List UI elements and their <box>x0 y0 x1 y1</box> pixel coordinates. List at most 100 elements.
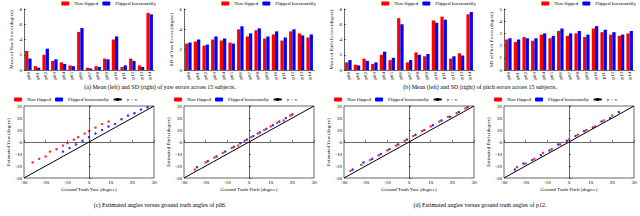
svg-text:Non flipped: Non flipped <box>234 1 259 6</box>
svg-text:20: 20 <box>130 180 136 185</box>
svg-text:30: 30 <box>337 104 343 109</box>
svg-text:4: 4 <box>500 19 503 24</box>
svg-text:-10: -10 <box>64 180 71 185</box>
svg-text:p06: p06 <box>558 72 563 80</box>
svg-text:8: 8 <box>20 7 23 12</box>
svg-text:20: 20 <box>177 116 183 121</box>
svg-text:Non flipped: Non flipped <box>394 1 419 6</box>
svg-text:30: 30 <box>497 104 503 109</box>
svg-text:30: 30 <box>312 180 318 185</box>
svg-text:p10: p10 <box>593 72 598 80</box>
svg-text:Flipped horizontally: Flipped horizontally <box>435 1 476 6</box>
svg-text:-10: -10 <box>224 180 231 185</box>
svg-text:SD of Yaw Errors (degree): SD of Yaw Errors (degree) <box>169 12 174 66</box>
svg-text:Mean of Pitch Errors (degree): Mean of Pitch Errors (degree) <box>329 9 334 69</box>
svg-text:-20: -20 <box>42 180 49 185</box>
svg-text:Ground Truth Yaw (degree): Ground Truth Yaw (degree) <box>381 187 437 192</box>
svg-text:Estimated Pitch (degree): Estimated Pitch (degree) <box>166 117 171 167</box>
svg-text:8: 8 <box>340 7 343 12</box>
svg-text:p14: p14 <box>467 72 472 80</box>
svg-text:p02: p02 <box>523 72 528 80</box>
svg-text:Ground Truth Yaw (degree): Ground Truth Yaw (degree) <box>61 187 117 192</box>
svg-text:0: 0 <box>340 140 343 145</box>
svg-text:p07: p07 <box>407 72 412 80</box>
svg-text:p01: p01 <box>195 72 200 80</box>
svg-text:-20: -20 <box>15 164 22 169</box>
svg-text:-10: -10 <box>544 180 551 185</box>
svg-text:Flipped horizontally: Flipped horizontally <box>275 1 316 6</box>
svg-text:(d) Estimated angles versus gr: (d) Estimated angles versus ground truth… <box>414 202 547 209</box>
svg-text:p05: p05 <box>389 72 394 80</box>
svg-text:Flipped horizontally: Flipped horizontally <box>548 97 589 102</box>
svg-text:Non flipped: Non flipped <box>74 1 99 6</box>
svg-text:p13: p13 <box>619 72 624 80</box>
svg-text:p00: p00 <box>186 72 191 80</box>
svg-text:p02: p02 <box>363 72 368 80</box>
svg-text:p03: p03 <box>532 72 537 80</box>
svg-text:p10: p10 <box>433 72 438 80</box>
svg-text:30: 30 <box>177 104 183 109</box>
svg-text:p06: p06 <box>238 72 243 80</box>
svg-text:p11: p11 <box>121 72 126 80</box>
svg-text:2: 2 <box>500 43 503 48</box>
svg-text:0: 0 <box>20 140 23 145</box>
svg-text:p04: p04 <box>541 72 546 80</box>
svg-text:Non flipped: Non flipped <box>27 97 52 102</box>
svg-text:-20: -20 <box>175 164 182 169</box>
svg-text:p12: p12 <box>130 72 135 80</box>
svg-text:p12: p12 <box>610 72 615 80</box>
svg-text:-10: -10 <box>15 152 22 157</box>
svg-text:-20: -20 <box>495 164 502 169</box>
svg-text:20: 20 <box>610 180 616 185</box>
svg-text:p05: p05 <box>229 72 234 80</box>
svg-text:y = x: y = x <box>447 97 458 102</box>
svg-text:5: 5 <box>500 7 503 12</box>
svg-text:p14: p14 <box>627 72 632 80</box>
svg-text:Ground Truth Pitch (degree): Ground Truth Pitch (degree) <box>221 187 278 192</box>
svg-text:p09: p09 <box>104 72 109 80</box>
svg-text:y = x: y = x <box>287 97 298 102</box>
svg-text:(c) Estimated angles versus gr: (c) Estimated angles versus ground truth… <box>94 202 227 209</box>
svg-text:p09: p09 <box>584 72 589 80</box>
svg-text:p14: p14 <box>307 72 312 80</box>
svg-text:-10: -10 <box>175 152 182 157</box>
svg-text:p11: p11 <box>281 72 286 80</box>
svg-text:10: 10 <box>497 128 503 133</box>
svg-text:(b) Mean (left) and SD (right): (b) Mean (left) and SD (right) of pitch … <box>403 84 557 91</box>
svg-text:10: 10 <box>588 180 594 185</box>
svg-text:-10: -10 <box>335 152 342 157</box>
svg-text:-10: -10 <box>495 152 502 157</box>
svg-text:p04: p04 <box>61 72 66 80</box>
svg-text:2: 2 <box>20 52 23 57</box>
svg-text:30: 30 <box>632 180 638 185</box>
svg-text:p01: p01 <box>355 72 360 80</box>
svg-text:p08: p08 <box>415 72 420 80</box>
svg-text:4: 4 <box>180 27 183 32</box>
svg-text:p02: p02 <box>43 72 48 80</box>
svg-text:p01: p01 <box>35 72 40 80</box>
svg-text:10: 10 <box>428 180 434 185</box>
svg-text:y = x: y = x <box>607 97 618 102</box>
svg-text:p13: p13 <box>139 72 144 80</box>
svg-text:p07: p07 <box>567 72 572 80</box>
svg-text:0: 0 <box>20 68 23 73</box>
svg-text:p00: p00 <box>346 72 351 80</box>
svg-text:20: 20 <box>450 180 456 185</box>
svg-text:Estimated Yaw (degree): Estimated Yaw (degree) <box>326 118 331 166</box>
svg-text:p13: p13 <box>299 72 304 80</box>
svg-text:-30: -30 <box>21 180 28 185</box>
svg-text:-20: -20 <box>335 164 342 169</box>
svg-text:p02: p02 <box>203 72 208 80</box>
svg-text:p01: p01 <box>515 72 520 80</box>
svg-text:p11: p11 <box>441 72 446 80</box>
svg-text:10: 10 <box>268 180 274 185</box>
svg-text:0: 0 <box>248 180 251 185</box>
svg-text:0: 0 <box>408 180 411 185</box>
svg-text:-10: -10 <box>384 180 391 185</box>
svg-text:20: 20 <box>17 116 23 121</box>
svg-text:30: 30 <box>152 180 158 185</box>
svg-text:(a) Mean (left) and SD (right): (a) Mean (left) and SD (right) of yaw er… <box>84 84 236 91</box>
svg-text:p13: p13 <box>459 72 464 80</box>
svg-text:3: 3 <box>500 31 503 36</box>
svg-text:p00: p00 <box>506 72 511 80</box>
